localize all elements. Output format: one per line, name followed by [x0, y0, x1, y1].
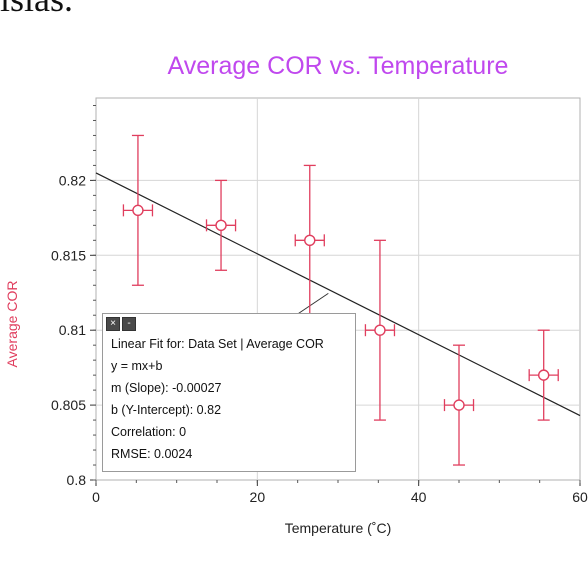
data-point [374, 324, 386, 336]
data-point [538, 369, 550, 381]
data-point [132, 204, 144, 217]
linear-fit-line [95, 172, 581, 417]
data-point [453, 399, 465, 411]
x-tick-label: 60 [572, 489, 588, 505]
close-icon[interactable]: × [106, 317, 120, 331]
fit-connector-line [297, 292, 329, 315]
minimize-icon[interactable]: - [122, 317, 136, 331]
fit-line-intercept: b (Y-Intercept): 0.82 [111, 403, 222, 417]
fit-line-title: Linear Fit for: Data Set | Average COR [111, 337, 324, 351]
fit-line-equation: y = mx+b [111, 359, 163, 373]
fit-line-rmse: RMSE: 0.0024 [111, 447, 193, 461]
data-point [215, 219, 227, 232]
fit-line-correlation: Correlation: 0 [111, 425, 187, 439]
y-tick-label: 0.815 [51, 247, 86, 263]
x-tick-label: 40 [411, 489, 427, 505]
y-tick-label: 0.8 [67, 472, 87, 488]
y-tick-label: 0.805 [51, 397, 86, 413]
fit-line-slope: m (Slope): -0.00027 [111, 381, 222, 395]
x-axis-label: Temperature (˚C) [284, 520, 392, 536]
x-tick-label: 20 [250, 489, 266, 505]
data-point [304, 234, 316, 247]
y-tick-label: 0.81 [59, 322, 86, 338]
page-text-fragment: ısıas. [0, 0, 73, 20]
linear-fit-panel[interactable]: × - Linear Fit for: Data Set | Average C… [102, 313, 356, 472]
chart-title: Average COR vs. Temperature [167, 52, 509, 80]
y-tick-label: 0.82 [59, 172, 86, 188]
x-tick-label: 0 [92, 489, 100, 505]
